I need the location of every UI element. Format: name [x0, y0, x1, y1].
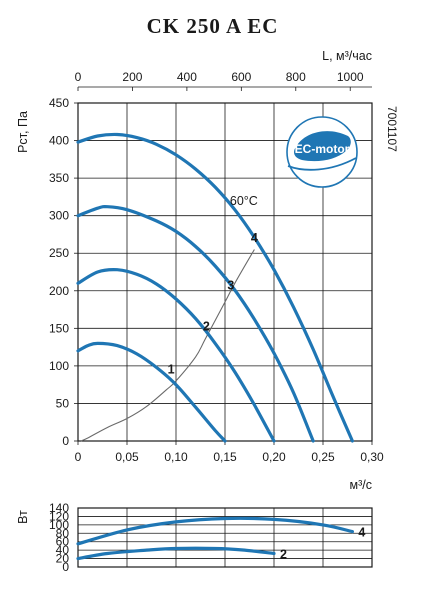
- y-tick-label: 400: [49, 134, 69, 148]
- chart-texts: 0 0,05 0,10 0,15 0,20 0,25 0,30050100150200250…: [16, 49, 384, 574]
- top-tick-label: 0: [75, 70, 82, 84]
- fan-curve-2: [76, 268, 276, 443]
- x-tick-label: 0,05: [115, 450, 139, 464]
- top-tick-label: 800: [286, 70, 306, 84]
- y-tick-label: 200: [49, 284, 69, 298]
- x-tick-label: 0,20: [262, 450, 286, 464]
- chart-title: CK 250 A EC: [146, 14, 279, 38]
- top-axis-label: L, м³/час: [322, 49, 372, 63]
- curve-label-1: 1: [168, 362, 175, 376]
- power-curve-label-4: 4: [358, 526, 365, 540]
- top-tick-label: 200: [122, 70, 142, 84]
- curve-label-3: 3: [227, 278, 234, 292]
- power-plot-frame: [77, 507, 373, 568]
- y-tick-label: 50: [56, 396, 70, 410]
- product-code: 7001107: [385, 106, 399, 152]
- ec-motor-logo: EC-motor: [286, 116, 358, 188]
- curve-label-4: 4: [251, 231, 258, 245]
- power-curve-2: [76, 546, 276, 561]
- power-y-tick-label: 40: [56, 543, 70, 557]
- x-tick-label: 0,25: [311, 450, 335, 464]
- power-y-tick-label: 120: [49, 509, 69, 523]
- y-tick-label: 300: [49, 209, 69, 223]
- x-tick-label: 0,10: [164, 450, 188, 464]
- power-y-tick-label: 140: [49, 501, 69, 515]
- fan-curve-3: [76, 204, 315, 443]
- power-y-tick-label: 100: [49, 518, 69, 532]
- power-y-tick-label: 0: [62, 560, 69, 574]
- system-curve: [80, 249, 255, 442]
- ec-motor-logo-text: EC-motor: [295, 142, 350, 156]
- power-curve-4: [76, 516, 354, 546]
- chart-marks: [76, 132, 354, 561]
- x-tick-label: 0,30: [360, 450, 384, 464]
- y-axis-label: Pст, Па: [16, 111, 30, 153]
- x-axis-label: м³/с: [350, 478, 372, 492]
- ec-motor-logo-leaf: [294, 131, 351, 162]
- power-y-tick-label: 60: [56, 535, 70, 549]
- y-tick-label: 0: [62, 434, 69, 448]
- power-y-tick-label: 80: [56, 526, 70, 540]
- y-tick-label: 250: [49, 246, 69, 260]
- ec-motor-logo-swoosh: [287, 157, 357, 171]
- top-tick-label: 600: [231, 70, 251, 84]
- fan-curve-1: [76, 341, 227, 443]
- top-tick-label: 1000: [337, 70, 364, 84]
- x-tick-label: 0: [75, 450, 82, 464]
- x-tick-label: 0,15: [213, 450, 237, 464]
- y-tick-label: 100: [49, 359, 69, 373]
- top-tick-label: 400: [177, 70, 197, 84]
- y-tick-label: 350: [49, 171, 69, 185]
- power-y-tick-label: 20: [56, 552, 70, 566]
- power-y-axis-label: Вт: [16, 510, 30, 524]
- fan-curve-4: [76, 132, 354, 443]
- power-grid: [77, 507, 373, 568]
- y-tick-label: 450: [49, 96, 69, 110]
- temperature-label: 60°C: [230, 194, 258, 208]
- power-curve-label-2: 2: [280, 548, 287, 562]
- curve-label-2: 2: [203, 320, 210, 334]
- y-tick-label: 150: [49, 321, 69, 335]
